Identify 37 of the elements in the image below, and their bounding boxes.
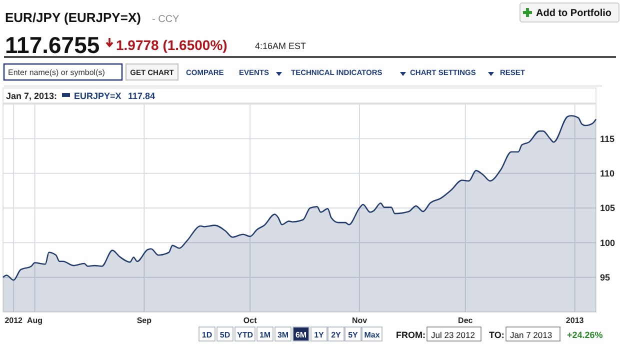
x-tick-label: Aug [26, 316, 43, 325]
text: YTD [237, 330, 254, 340]
text: Max [364, 330, 380, 340]
x-tick-label: 2012 [4, 316, 24, 325]
x-tick-label: Sep [136, 316, 152, 325]
text: Jan 7 2013 [510, 330, 552, 340]
text: Jul 23 2012 [431, 330, 476, 340]
text: 117.6755 [5, 32, 100, 58]
text: FROM: [396, 330, 426, 340]
text: 5Y [348, 330, 359, 340]
y-tick-label: 110 [600, 168, 615, 178]
text: 117.84 [128, 91, 156, 101]
text: 1M [259, 330, 271, 340]
chart-subtitle: - CCY [152, 14, 180, 25]
legend-title: Jan 7, 2013: [6, 91, 58, 101]
text: Enter name(s) or symbol(s) [8, 68, 106, 77]
text: TO: [489, 330, 504, 340]
y-tick-label: 95 [600, 272, 610, 282]
y-tick-label: 100 [600, 238, 616, 248]
text: Add to Portfolio [536, 8, 612, 19]
text: 1Y [314, 330, 325, 340]
text: 3M [277, 330, 289, 340]
text: 6M [295, 330, 307, 340]
text: 1D [202, 330, 212, 340]
text: 1.9778 (1.6500%) [116, 37, 228, 53]
x-tick-label: Oct [243, 316, 258, 325]
chart-title: EUR/JPY (EURJPY=X) [5, 10, 141, 25]
x-tick-label: Nov [352, 316, 368, 325]
text: +24.26% [567, 330, 603, 340]
y-tick-label: 115 [600, 134, 615, 144]
x-tick-label: 2013 [566, 316, 584, 325]
text: 2Y [331, 330, 342, 340]
text: 5D [220, 330, 230, 340]
y-tick-label: 105 [600, 203, 616, 214]
text: 4:16AM EST [255, 41, 307, 51]
x-tick-label: Dec [458, 316, 474, 325]
legend-label: EURJPY=X [74, 91, 122, 101]
